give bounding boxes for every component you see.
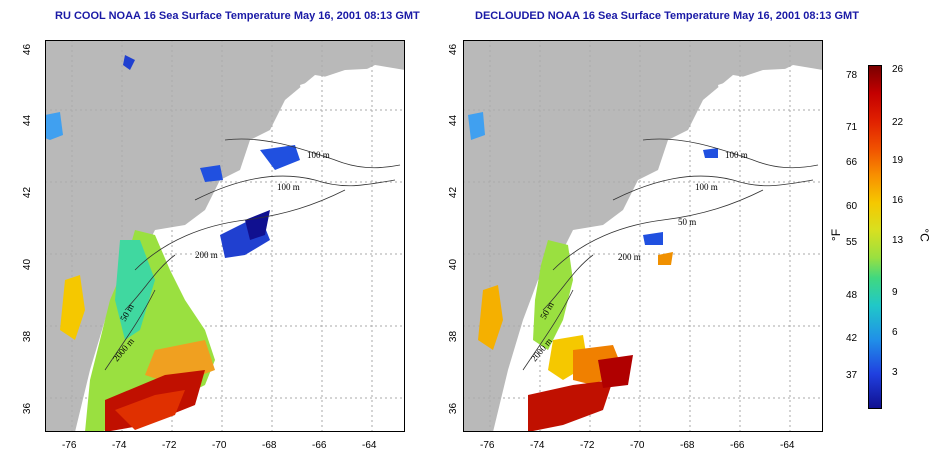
cb-f-6: 48	[846, 290, 858, 301]
right-ytick-2: 44	[448, 114, 460, 127]
cb-c-5: 13	[892, 235, 904, 246]
right-contour-label-1: 100 m	[725, 150, 748, 160]
right-sst-east	[598, 355, 633, 388]
right-sst-gulfstream	[528, 380, 613, 432]
cb-c-6: 9	[892, 287, 898, 298]
left-land	[45, 40, 405, 432]
right-ytick-6: 36	[448, 402, 460, 415]
left-ytick-2: 44	[22, 114, 34, 127]
left-ytick-6: 36	[22, 402, 34, 415]
left-sst-cool-strip	[115, 240, 155, 340]
cb-f-8: 37	[846, 370, 858, 381]
cb-f-7: 42	[846, 333, 858, 344]
right-ytick-3: 42	[448, 186, 460, 199]
left-map-canvas: 100 m 100 m 200 m 50 m 2000 m	[45, 40, 405, 432]
right-xtick-4: -70	[630, 440, 645, 451]
right-xtick-2: -74	[530, 440, 545, 451]
left-xtick-4: -70	[212, 440, 227, 451]
right-grid	[463, 40, 823, 432]
left-ytick-3: 42	[22, 186, 34, 199]
right-sst-blue-2	[703, 148, 718, 158]
left-xtick-6: -66	[312, 440, 327, 451]
left-contour-label-2: 100 m	[277, 182, 300, 192]
cb-c-3: 19	[892, 155, 904, 166]
right-xtick-1: -76	[480, 440, 495, 451]
right-xtick-7: -64	[780, 440, 795, 451]
left-sst-small	[123, 55, 135, 70]
right-land	[463, 40, 823, 432]
unit-fahrenheit: °F	[829, 228, 844, 242]
cb-f-3: 66	[846, 157, 858, 168]
left-ytick-1: 46	[22, 43, 34, 56]
right-sst-orange-1	[658, 252, 673, 265]
left-contour-label-3: 200 m	[195, 250, 218, 260]
left-contour-label-1: 100 m	[307, 150, 330, 160]
left-sst-west	[60, 275, 85, 340]
left-map-panel: 100 m 100 m 200 m 50 m 2000 m	[45, 40, 405, 432]
left-ytick-4: 40	[22, 258, 34, 271]
left-sst-gulfstream-core	[115, 390, 185, 430]
cb-c-8: 3	[892, 367, 898, 378]
right-ytick-5: 38	[448, 330, 460, 343]
left-sst-gom-2	[200, 165, 223, 182]
cb-c-2: 22	[892, 117, 904, 128]
left-xtick-3: -72	[162, 440, 177, 451]
right-contour-label-2: 100 m	[695, 182, 718, 192]
cb-c-1: 26	[892, 64, 904, 75]
right-xtick-3: -72	[580, 440, 595, 451]
left-sst-gom-blue	[260, 145, 300, 170]
left-map-frame	[45, 40, 405, 432]
left-xtick-5: -68	[262, 440, 277, 451]
temperature-colorbar	[868, 65, 882, 409]
right-sst-lake	[468, 112, 485, 140]
left-sst-lake	[45, 112, 63, 140]
right-map-canvas: 100 m 100 m 50 m 200 m 50 m 2000 m	[463, 40, 823, 432]
left-xtick-7: -64	[362, 440, 377, 451]
right-xtick-6: -66	[730, 440, 745, 451]
right-map-panel: 100 m 100 m 50 m 200 m 50 m 2000 m	[463, 40, 823, 432]
left-map-title: RU COOL NOAA 16 Sea Surface Temperature …	[55, 10, 420, 22]
right-contour-label-3: 50 m	[678, 217, 696, 227]
cb-f-4: 60	[846, 201, 858, 212]
left-xtick-1: -76	[62, 440, 77, 451]
left-ytick-5: 38	[22, 330, 34, 343]
left-xtick-2: -74	[112, 440, 127, 451]
right-map-title: DECLOUDED NOAA 16 Sea Surface Temperatur…	[475, 10, 859, 22]
right-sst-shelf	[533, 240, 573, 350]
left-contours	[104, 138, 401, 371]
cb-f-1: 78	[846, 70, 858, 81]
cb-c-7: 6	[892, 327, 898, 338]
unit-celsius: °C	[917, 228, 932, 242]
right-xtick-5: -68	[680, 440, 695, 451]
right-sst-west	[478, 285, 503, 350]
right-sst-blue-1	[643, 232, 663, 245]
right-contour-label-4: 200 m	[618, 252, 641, 262]
right-ytick-4: 40	[448, 258, 460, 271]
right-map-frame	[463, 40, 823, 432]
cb-c-4: 16	[892, 195, 904, 206]
cb-f-5: 55	[846, 237, 858, 248]
cb-f-2: 71	[846, 122, 858, 133]
right-ytick-1: 46	[448, 43, 460, 56]
right-contours	[522, 138, 819, 371]
